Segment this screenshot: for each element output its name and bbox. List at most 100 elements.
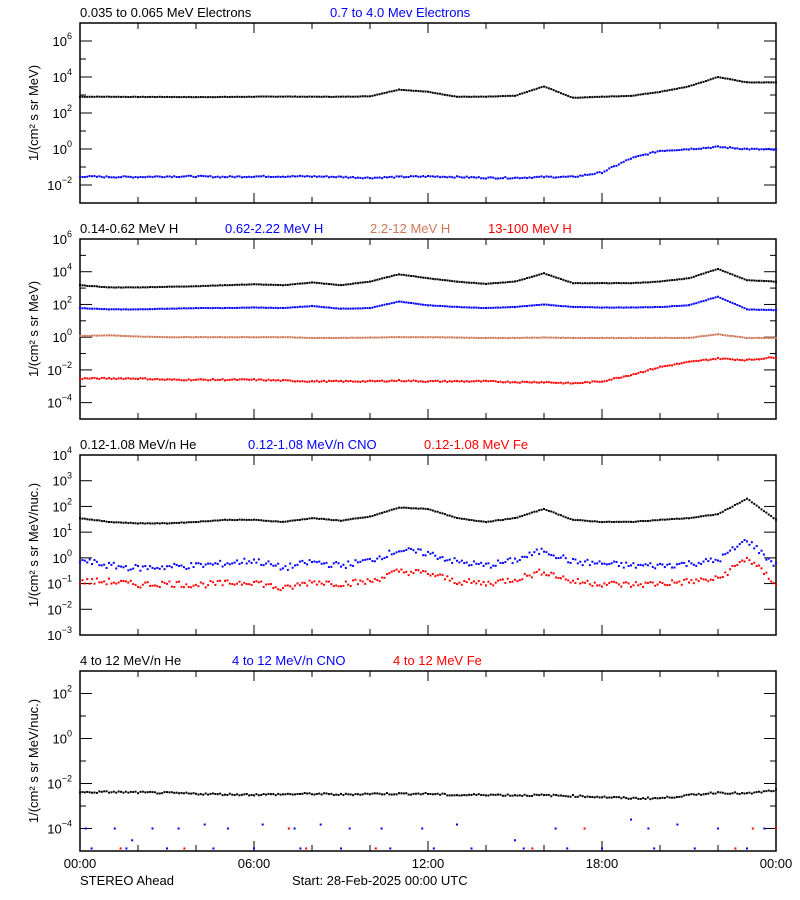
data-point [634,94,637,97]
data-point [158,586,161,589]
data-point [390,336,393,339]
data-point [678,362,681,365]
data-point [424,570,427,573]
data-point [141,377,144,380]
data-point [332,794,335,797]
data-point [253,847,255,850]
data-point [458,280,461,283]
data-point [182,379,185,382]
data-point [279,336,282,339]
data-point [707,79,710,82]
data-point [86,377,89,380]
data-point [470,793,473,796]
data-point [127,335,130,338]
data-point [108,521,110,524]
data-point [540,336,543,339]
data-point [743,278,746,281]
data-point [330,337,333,340]
data-point [274,379,277,382]
data-point [412,275,415,278]
data-point [475,793,478,796]
data-point [83,582,86,585]
data-point [108,577,110,580]
data-point [608,520,611,523]
data-point [627,336,630,339]
data-point [458,175,461,178]
data-point [458,336,461,339]
data-point [378,336,381,339]
data-point [605,796,608,799]
data-point [639,93,642,96]
data-point [504,336,507,339]
data-point [726,271,729,274]
data-point [654,519,657,522]
data-point [659,581,661,584]
data-point [308,380,311,383]
data-point [330,565,333,568]
data-point [528,512,531,515]
data-point [390,274,393,277]
data-point [277,588,280,591]
data-point [717,145,719,148]
data-point [390,570,393,573]
data-point [522,847,525,850]
data-point [146,175,149,178]
data-point [366,558,369,561]
data-point [646,306,649,309]
data-point [736,564,739,567]
data-point [470,519,473,522]
data-point [267,583,270,586]
data-point [119,847,122,850]
data-point [260,306,263,309]
data-point [767,577,770,580]
data-point [625,306,628,309]
data-point [586,173,589,176]
data-point [226,95,229,98]
data-point [480,95,483,98]
data-point [603,95,606,98]
data-point [88,285,91,288]
data-point [303,582,306,585]
data-point [458,380,461,383]
data-point [610,166,613,169]
data-point [115,791,118,794]
data-point [719,511,722,514]
data-point [574,337,577,340]
data-point [719,333,722,336]
data-point [653,847,656,850]
data-point [419,90,422,93]
data-point [675,278,678,281]
data-point [306,336,309,339]
data-point [335,307,338,310]
data-point [625,520,628,523]
data-point [712,792,715,795]
data-point [470,380,473,383]
data-point [209,336,212,339]
data-point [755,336,758,339]
data-point [327,566,330,569]
data-point [702,358,705,361]
data-point [475,562,478,565]
data-point [402,792,405,795]
data-point [308,175,311,178]
data-point [301,305,304,308]
data-point [627,158,630,161]
data-point [477,336,480,339]
data-point [88,334,91,337]
data-point [656,91,659,94]
legend-label: 0.12-1.08 MeV/n CNO [248,437,377,452]
data-point [528,551,531,554]
data-point [166,847,168,850]
data-point [400,792,403,795]
data-point [569,305,572,308]
data-point [289,379,292,382]
data-point [627,565,630,568]
data-point [717,333,719,336]
data-point [103,376,106,379]
data-point [211,307,214,310]
data-point [349,95,352,98]
data-point [514,839,516,842]
data-point [294,519,297,522]
data-point [153,584,156,587]
data-point [359,793,362,796]
